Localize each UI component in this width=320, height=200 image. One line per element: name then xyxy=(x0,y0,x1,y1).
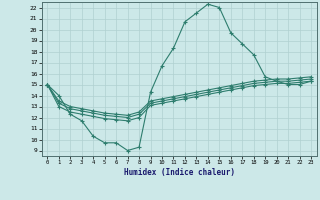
X-axis label: Humidex (Indice chaleur): Humidex (Indice chaleur) xyxy=(124,168,235,177)
